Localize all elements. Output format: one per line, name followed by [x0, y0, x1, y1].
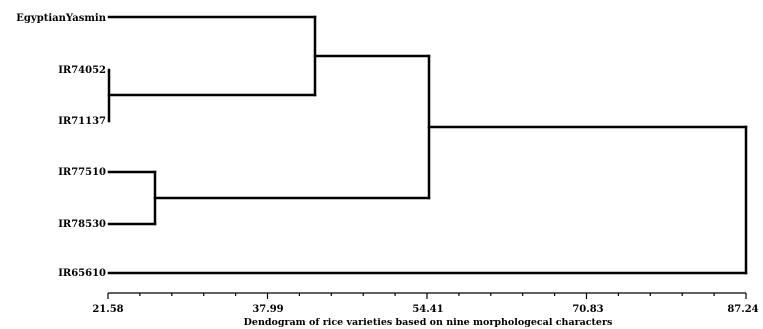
similarity-axis: [107, 292, 747, 299]
tick-label: 54.41: [412, 304, 443, 315]
leaf-label-ir71137: IR71137: [58, 116, 106, 127]
leaf-label-ir77510: IR77510: [58, 167, 106, 178]
leaf-label-ir65610: IR65610: [58, 268, 106, 279]
diagram-caption: Dendogram of rice varieties based on nin…: [244, 317, 613, 328]
dendrogram-branches: [107, 15, 748, 275]
leaf-label-egyptianyasmin: EgyptianYasmin: [16, 13, 106, 24]
tick-label: 70.83: [572, 304, 603, 315]
tick-label: 87.24: [727, 304, 758, 315]
tick-label: 21.58: [92, 304, 123, 315]
tick-label: 37.99: [252, 304, 283, 315]
leaf-label-ir74052: IR74052: [58, 65, 106, 76]
leaf-label-ir78530: IR78530: [58, 219, 106, 230]
